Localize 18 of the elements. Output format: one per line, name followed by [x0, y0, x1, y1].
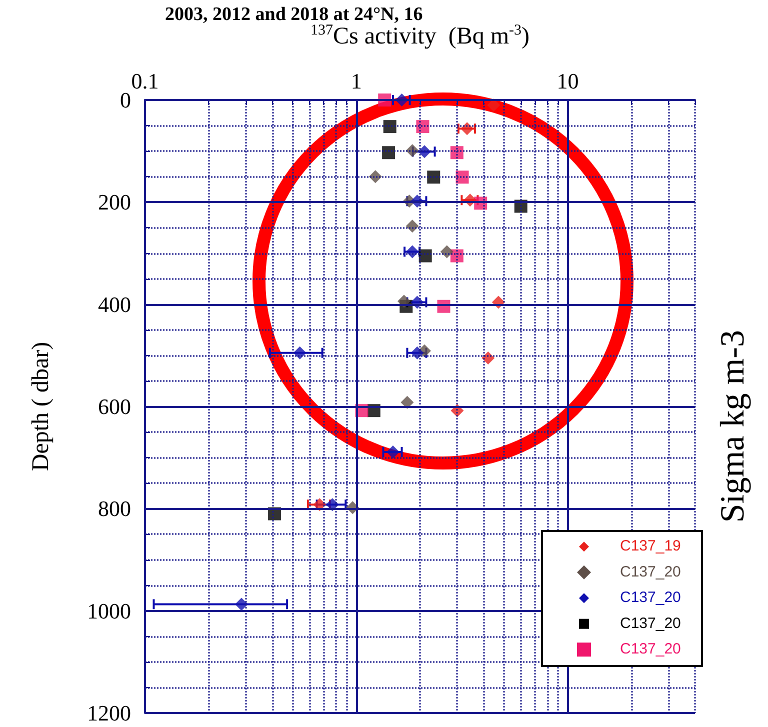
chart-title: 2003, 2012 and 2018 at 24°N, 16: [165, 4, 423, 25]
y2-axis-title: Sigma kg m-3: [714, 330, 752, 523]
legend-label: C137_20: [620, 614, 681, 632]
legend-label: C137_20: [620, 563, 681, 580]
x-tick-label: 10: [556, 68, 579, 94]
x-tick-label: 0.1: [131, 68, 159, 94]
legend-label: C137_20: [620, 640, 681, 658]
y-tick-label: 600: [98, 394, 131, 419]
y-tick-label: 1200: [87, 700, 131, 726]
y-tick-label: 1000: [87, 598, 131, 624]
x-tick-label: 1: [350, 68, 362, 94]
y-tick-label: 200: [98, 190, 131, 215]
y-axis-title: Depth ( dbar): [28, 342, 54, 472]
y-tick-label: 400: [98, 292, 131, 317]
legend-label: C137_19: [620, 538, 681, 555]
legend-label: C137_20: [620, 589, 681, 606]
y-tick-label: 0: [120, 88, 131, 112]
y-tick-label: 800: [98, 496, 131, 522]
